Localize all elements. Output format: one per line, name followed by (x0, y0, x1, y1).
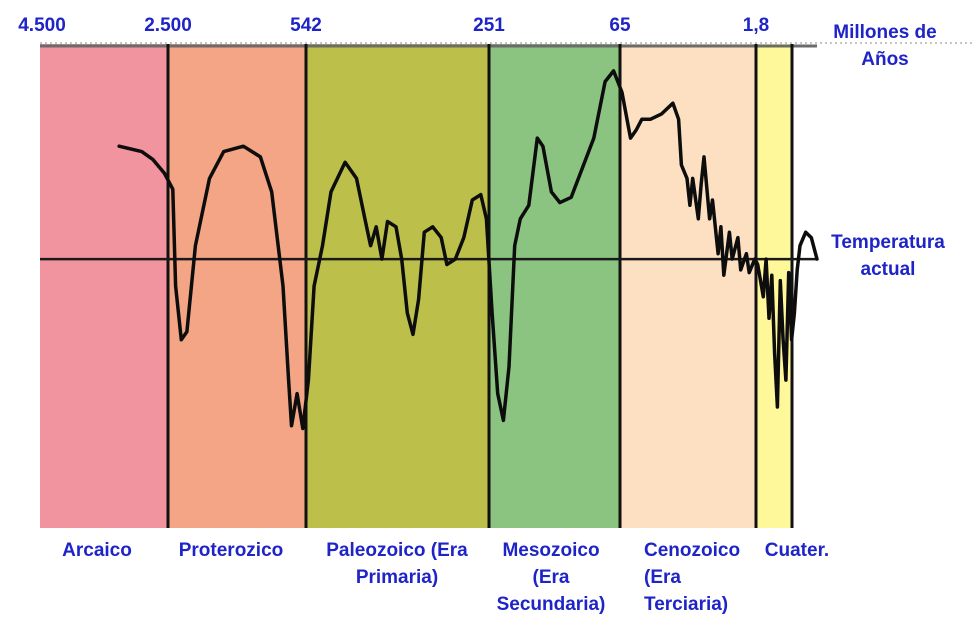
era-label-proterozico: Proterozico (178, 540, 284, 561)
era-band (306, 44, 489, 528)
x-tick-label: 4.500 (18, 15, 66, 36)
era-label-paleozoico: Paleozoico (Era Primaria) (326, 540, 468, 588)
reference-line-label: Temperatura actual (831, 232, 945, 280)
temperature-series-line (117, 69, 819, 431)
era-band (489, 44, 620, 528)
era-label-arcaico: Arcaico (62, 540, 132, 561)
era-label-mesozoico: Mesozoico (Era Secundaria) (496, 540, 606, 615)
x-tick-label: 542 (290, 15, 322, 36)
x-tick-label: 2.500 (144, 15, 192, 36)
x-tick-label: 251 (473, 15, 505, 36)
era-band (620, 44, 756, 528)
x-unit-label: Millones de Años (833, 22, 937, 70)
x-tick-label: 65 (609, 15, 631, 36)
era-label-cenozoico: Cenozoico (Era Terciaria) (644, 540, 741, 615)
era-band (40, 44, 168, 528)
x-tick-label: 1,8 (742, 15, 770, 36)
era-label-cuaternario: Cuater. (764, 540, 830, 561)
era-band (168, 44, 306, 528)
